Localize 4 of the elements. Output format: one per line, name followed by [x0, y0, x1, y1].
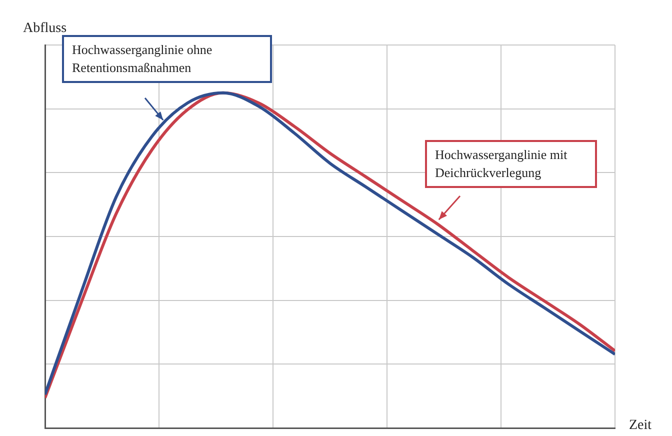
callout-box: Hochwasserganglinie ohne Retentionsmaßnahmen	[62, 35, 272, 83]
y-axis-title: Abfluss	[23, 21, 67, 37]
callout-box: Hochwasserganglinie mit Deichrückverlegung	[425, 140, 597, 188]
x-axis-title: Zeit	[629, 418, 652, 434]
